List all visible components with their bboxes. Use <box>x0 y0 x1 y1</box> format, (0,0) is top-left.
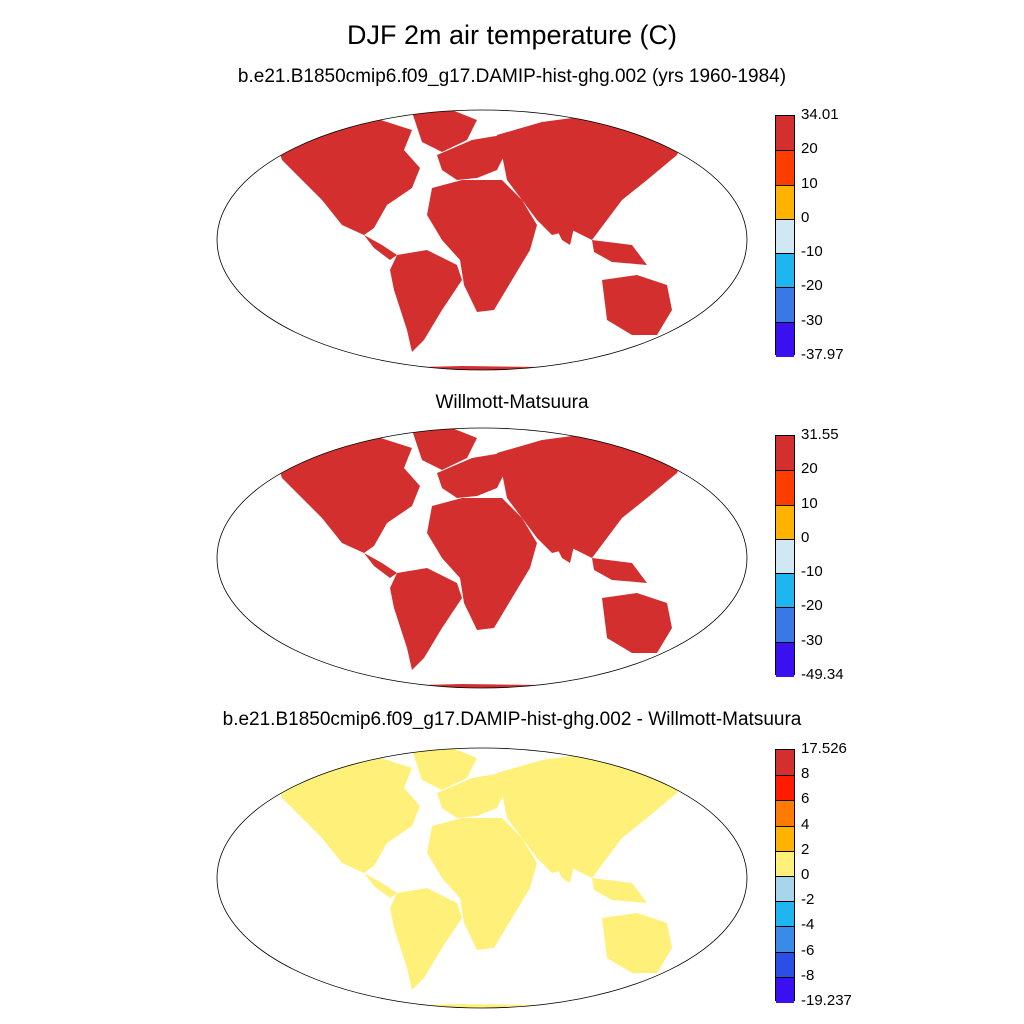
colorbar-label: -4 <box>801 916 815 934</box>
colorbar-swatch <box>776 976 794 1003</box>
colorbar-swatch <box>776 538 794 575</box>
colorbar-label: 2 <box>801 840 810 858</box>
colorbar-swatch <box>776 218 794 255</box>
colorbar-label: 20 <box>801 460 818 478</box>
colorbar-label: 17.526 <box>801 740 847 757</box>
colorbar-swatch <box>776 573 794 609</box>
colorbar-swatch <box>776 750 794 776</box>
colorbar-label: 8 <box>801 765 810 783</box>
colorbar-label: -20 <box>801 597 823 615</box>
colorbar-swatch <box>776 253 794 289</box>
colorbar-swatch <box>776 116 794 151</box>
colorbar-label: -10 <box>801 563 823 581</box>
panel-1-title: b.e21.B1850cmip6.f09_g17.DAMIP-hist-ghg.… <box>237 66 787 87</box>
colorbar-label: -20 <box>801 277 823 295</box>
colorbar-swatch <box>776 184 794 220</box>
colorbar-label: 4 <box>801 815 810 833</box>
panel-1-map <box>216 109 748 382</box>
colorbar-label: -30 <box>801 631 823 649</box>
colorbar-label: -30 <box>801 311 823 329</box>
colorbar-label: -10 <box>801 243 823 261</box>
colorbar-label: 0 <box>801 528 810 546</box>
colorbar-label: -8 <box>801 966 815 984</box>
panel-3-map <box>216 747 748 1020</box>
colorbar-label: 6 <box>801 790 810 808</box>
temperature-band <box>272 692 687 700</box>
colorbar-swatch <box>776 775 794 802</box>
colorbar-box <box>775 115 795 357</box>
colorbar-swatch <box>776 800 794 827</box>
colorbar-label: 20 <box>801 140 818 158</box>
colorbar-label: 10 <box>801 174 818 192</box>
colorbar-swatch <box>776 850 794 877</box>
colorbar-swatch <box>776 150 794 186</box>
colorbar-label: 34.01 <box>801 106 839 123</box>
colorbar-label: -2 <box>801 891 815 909</box>
colorbar-label: -19.237 <box>801 992 852 1009</box>
colorbar-swatch <box>776 951 794 978</box>
colorbar-swatch <box>776 436 794 471</box>
colorbar-swatch <box>776 607 794 643</box>
colorbar-swatch <box>776 287 794 323</box>
colorbar-swatch <box>776 876 794 903</box>
colorbar-label: 0 <box>801 866 810 883</box>
colorbar-label: 31.55 <box>801 426 839 443</box>
temperature-band <box>272 374 687 382</box>
panel-3-title: b.e21.B1850cmip6.f09_g17.DAMIP-hist-ghg.… <box>222 709 802 730</box>
panel-2-title: Willmott-Matsuura <box>435 392 589 413</box>
colorbar-label: 0 <box>801 208 810 226</box>
colorbar-box <box>775 749 795 1003</box>
colorbar-label: -49.34 <box>801 666 844 683</box>
colorbar-swatch <box>776 504 794 540</box>
colorbar-swatch <box>776 926 794 953</box>
figure-title: DJF 2m air temperature (C) <box>346 20 678 50</box>
colorbar-label: 10 <box>801 494 818 512</box>
colorbar-swatch <box>776 470 794 506</box>
colorbar-swatch <box>776 641 794 677</box>
colorbar-box <box>775 435 795 677</box>
colorbar-label: -6 <box>801 941 815 959</box>
colorbar-swatch <box>776 901 794 928</box>
colorbar-swatch <box>776 825 794 852</box>
colorbar-label: -37.97 <box>801 346 844 363</box>
panel-2-map <box>216 427 748 700</box>
colorbar-swatch <box>776 321 794 357</box>
